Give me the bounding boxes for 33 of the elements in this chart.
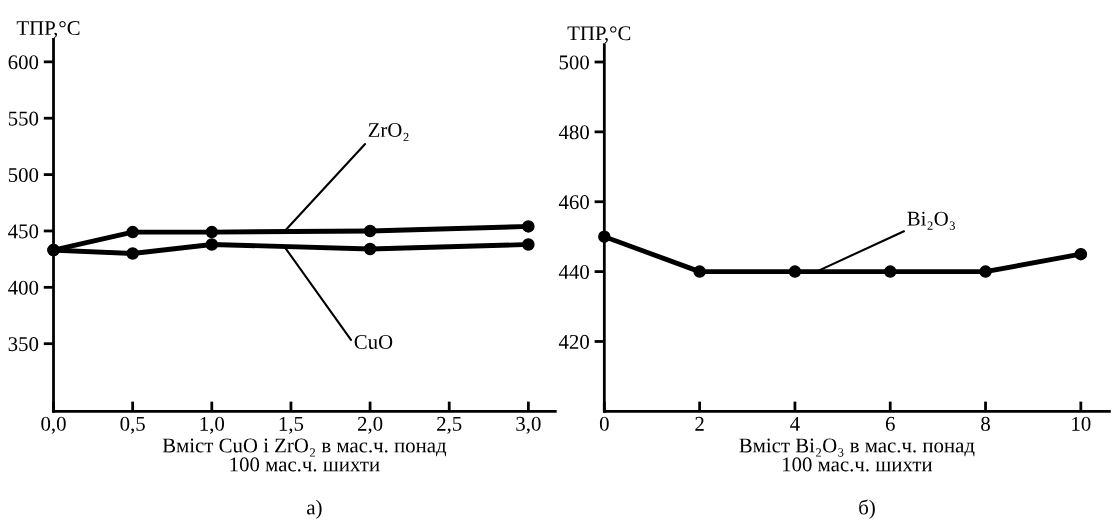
text: ZrO₂	[368, 123, 409, 142]
x-tick-label: 0,5	[120, 416, 145, 434]
y-tick-label: 440	[558, 264, 589, 280]
x-tick-label: 4	[790, 416, 800, 431]
x-tick-label: 0	[599, 416, 609, 431]
x-axis-title: Вміст Bi₂O₃ в мас.ч. понад 100 мас.ч. шихти	[739, 438, 975, 472]
y-tick-label: 600	[8, 55, 39, 70]
y-tick-label: 350	[8, 337, 39, 352]
y-tick-label: 480	[558, 125, 589, 140]
y-tick-label: 450	[8, 224, 39, 239]
x-tick-label: 8	[981, 416, 990, 431]
y-tick-label: 460	[558, 195, 589, 210]
x-tick-label: 3,0	[516, 416, 541, 434]
y-axis-title: ТПР,°С	[567, 26, 631, 44]
x-tick-label: 1,5	[279, 416, 304, 434]
x-tick-label: 10	[1072, 416, 1091, 431]
y-tick-label: 420	[558, 334, 589, 349]
y-tick-label: 400	[8, 280, 39, 295]
text: б)	[859, 499, 875, 519]
x-tick-label: 1,0	[200, 416, 225, 434]
y-axis-title: ТПР,°С	[16, 21, 80, 39]
x-tick-label: 6	[885, 416, 895, 431]
y-tick-label: 500	[8, 167, 39, 183]
x-tick-label: 2,5	[437, 416, 462, 434]
text: а)	[307, 499, 322, 519]
x-axis-title: Вміст CuO і ZrO₂ в мас.ч. понад 100 мас.ч. шихти	[162, 438, 447, 472]
y-tick-label: 550	[8, 111, 39, 126]
x-tick-label: 2,0	[357, 416, 383, 434]
x-tick-label: 2	[695, 416, 704, 431]
text: CuO	[354, 334, 393, 349]
y-tick-label: 500	[559, 55, 589, 70]
x-tick-label: 0,0	[41, 416, 66, 434]
series-label: Bi₂O₃	[907, 211, 955, 230]
